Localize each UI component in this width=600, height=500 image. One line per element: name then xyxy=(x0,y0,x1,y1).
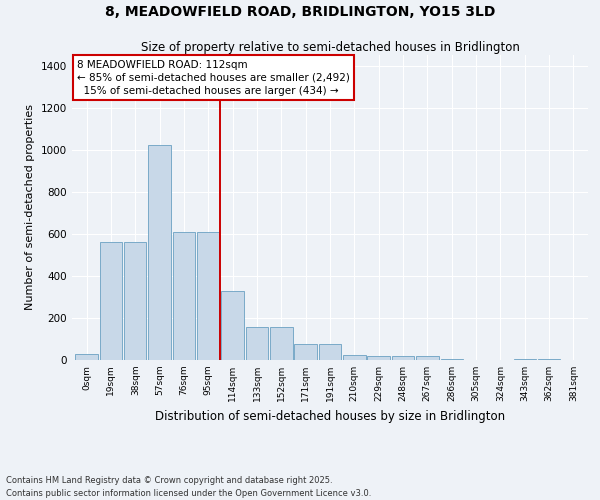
Bar xyxy=(76,354,98,360)
Bar xyxy=(514,359,536,360)
Bar xyxy=(343,354,365,360)
Bar xyxy=(440,359,463,360)
Bar xyxy=(221,290,244,360)
Bar xyxy=(270,328,293,360)
Text: 8, MEADOWFIELD ROAD, BRIDLINGTON, YO15 3LD: 8, MEADOWFIELD ROAD, BRIDLINGTON, YO15 3… xyxy=(105,5,495,19)
Text: 8 MEADOWFIELD ROAD: 112sqm
← 85% of semi-detached houses are smaller (2,492)
  1: 8 MEADOWFIELD ROAD: 112sqm ← 85% of semi… xyxy=(77,60,350,96)
Y-axis label: Number of semi-detached properties: Number of semi-detached properties xyxy=(25,104,35,310)
X-axis label: Distribution of semi-detached houses by size in Bridlington: Distribution of semi-detached houses by … xyxy=(155,410,505,422)
Bar xyxy=(148,146,171,360)
Bar xyxy=(295,344,317,360)
Bar xyxy=(416,356,439,360)
Bar xyxy=(124,242,146,360)
Bar xyxy=(538,359,560,360)
Bar xyxy=(367,356,390,360)
Title: Size of property relative to semi-detached houses in Bridlington: Size of property relative to semi-detach… xyxy=(140,41,520,54)
Bar xyxy=(197,232,220,360)
Bar xyxy=(173,232,195,360)
Bar xyxy=(392,356,414,360)
Bar xyxy=(100,242,122,360)
Bar xyxy=(319,344,341,360)
Text: Contains HM Land Registry data © Crown copyright and database right 2025.
Contai: Contains HM Land Registry data © Crown c… xyxy=(6,476,371,498)
Bar xyxy=(246,328,268,360)
